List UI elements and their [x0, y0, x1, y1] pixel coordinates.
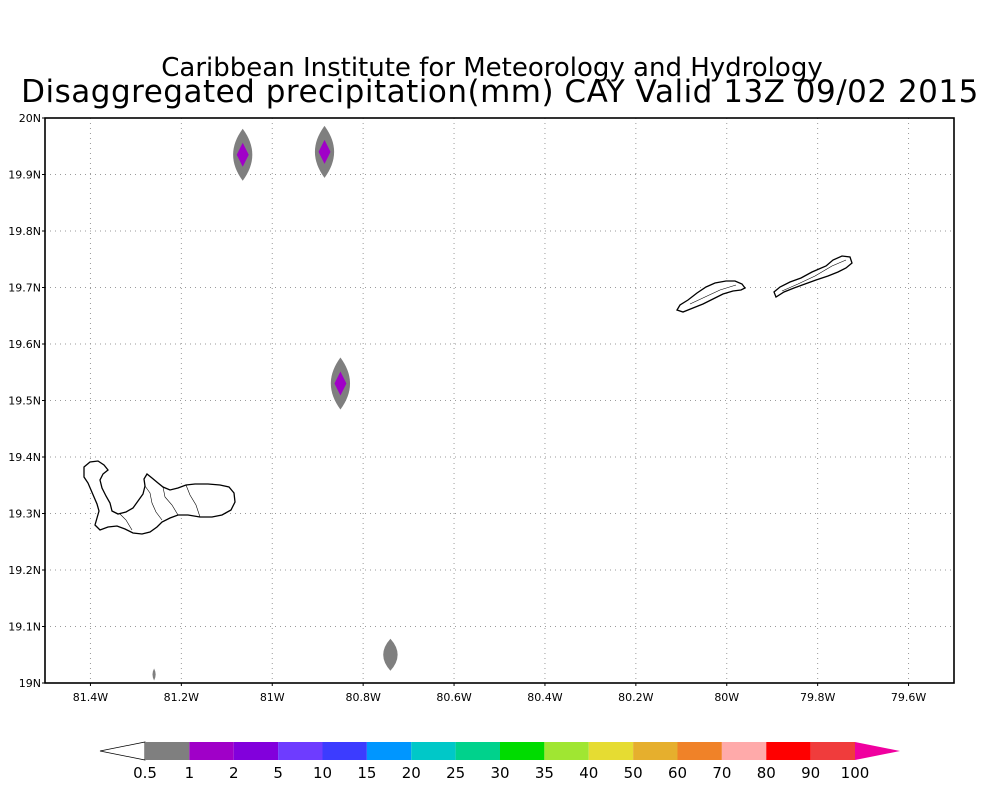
- colorbar-label: 70: [712, 764, 731, 782]
- colorbar-swatch: [411, 742, 456, 760]
- colorbar-label: 90: [801, 764, 820, 782]
- lat-tick-label: 19.3N: [8, 508, 41, 521]
- colorbar-swatch: [278, 742, 323, 760]
- lon-tick-label: 80.4W: [527, 691, 562, 704]
- lat-tick-label: 20N: [19, 112, 41, 125]
- colorbar-swatch: [366, 742, 412, 760]
- colorbar-label: 2: [229, 764, 239, 782]
- precip-cell-purple: [318, 139, 331, 164]
- chart-subtitle: Disaggregated precipitation(mm) CAY Vali…: [21, 74, 979, 110]
- lon-tick-label: 79.8W: [800, 691, 835, 704]
- colorbar-label: 1: [185, 764, 195, 782]
- lat-tick-label: 19.6N: [8, 338, 41, 351]
- colorbar-swatch: [588, 742, 634, 760]
- precip-cell-gray: [152, 668, 156, 681]
- colorbar-swatch: [233, 742, 279, 760]
- lat-tick-label: 19.4N: [8, 451, 41, 464]
- colorbar-swatch: [633, 742, 678, 760]
- colorbar-high-arrow: [855, 742, 900, 760]
- lat-tick-label: 19N: [19, 677, 41, 690]
- cayman-brac-island: [773, 255, 853, 298]
- longitude-labels: 81.4W 81.2W 81W 80.8W 80.6W 80.4W 80.2W 80W 79.8…: [73, 683, 926, 704]
- latitude-labels: 20N 19.9N 19.8N 19.7N 19.6N 19.5N 19.4N 19.3N 19…: [8, 112, 45, 690]
- colorbar-label: 30: [490, 764, 509, 782]
- colorbar-swatch: [322, 742, 367, 760]
- colorbar-label: 60: [668, 764, 687, 782]
- lat-tick-label: 19.9N: [8, 169, 41, 182]
- colorbar-label: 50: [624, 764, 643, 782]
- lat-tick-label: 19.8N: [8, 225, 41, 238]
- lon-tick-label: 80.2W: [618, 691, 653, 704]
- precip-cell-gray: [383, 638, 398, 671]
- lon-tick-label: 80.6W: [436, 691, 471, 704]
- lat-tick-label: 19.2N: [8, 564, 41, 577]
- colorbar-swatch: [810, 742, 855, 760]
- little-cayman-island: [676, 280, 746, 313]
- colorbar-swatch: [721, 742, 767, 760]
- colorbar-label: 20: [402, 764, 421, 782]
- lon-tick-label: 81.4W: [73, 691, 108, 704]
- grand-cayman-island: [83, 460, 236, 535]
- lat-tick-label: 19.1N: [8, 621, 41, 634]
- colorbar-swatch: [455, 742, 500, 760]
- colorbar-swatch: [189, 742, 234, 760]
- colorbar-swatch: [544, 742, 589, 760]
- lon-tick-label: 80.8W: [345, 691, 380, 704]
- colorbar-label: 80: [757, 764, 776, 782]
- colorbar-label: 15: [357, 764, 376, 782]
- precip-cell-purple: [236, 142, 249, 167]
- lat-tick-label: 19.7N: [8, 282, 41, 295]
- precipitation-cells: [152, 125, 398, 681]
- colorbar-low-arrow: [99, 741, 146, 761]
- colorbar-swatch: [500, 742, 545, 760]
- grid-lines: [45, 118, 954, 683]
- lon-tick-label: 80W: [714, 691, 739, 704]
- colorbar-label: 35: [535, 764, 554, 782]
- colorbar-swatch: [766, 742, 811, 760]
- lon-tick-label: 79.6W: [891, 691, 926, 704]
- colorbar-label: 100: [841, 764, 870, 782]
- colorbar-swatch: [145, 742, 190, 760]
- lon-tick-label: 81W: [260, 691, 285, 704]
- precip-cell-purple: [334, 371, 347, 396]
- lon-tick-label: 81.2W: [164, 691, 199, 704]
- chart-title: Caribbean Institute for Meteorology and …: [161, 53, 822, 83]
- colorbar-label: 25: [446, 764, 465, 782]
- colorbar-label: 0.5: [133, 764, 157, 782]
- coastlines: [83, 255, 853, 535]
- colorbar-label: 5: [273, 764, 283, 782]
- lat-tick-label: 19.5N: [8, 395, 41, 408]
- colorbar-swatch: [677, 742, 722, 760]
- colorbar: 0.5 1 2 5 10 15 20 25 30 35 40 50 60 70 80 90 100: [99, 741, 900, 782]
- colorbar-label: 10: [313, 764, 332, 782]
- colorbar-label: 40: [579, 764, 598, 782]
